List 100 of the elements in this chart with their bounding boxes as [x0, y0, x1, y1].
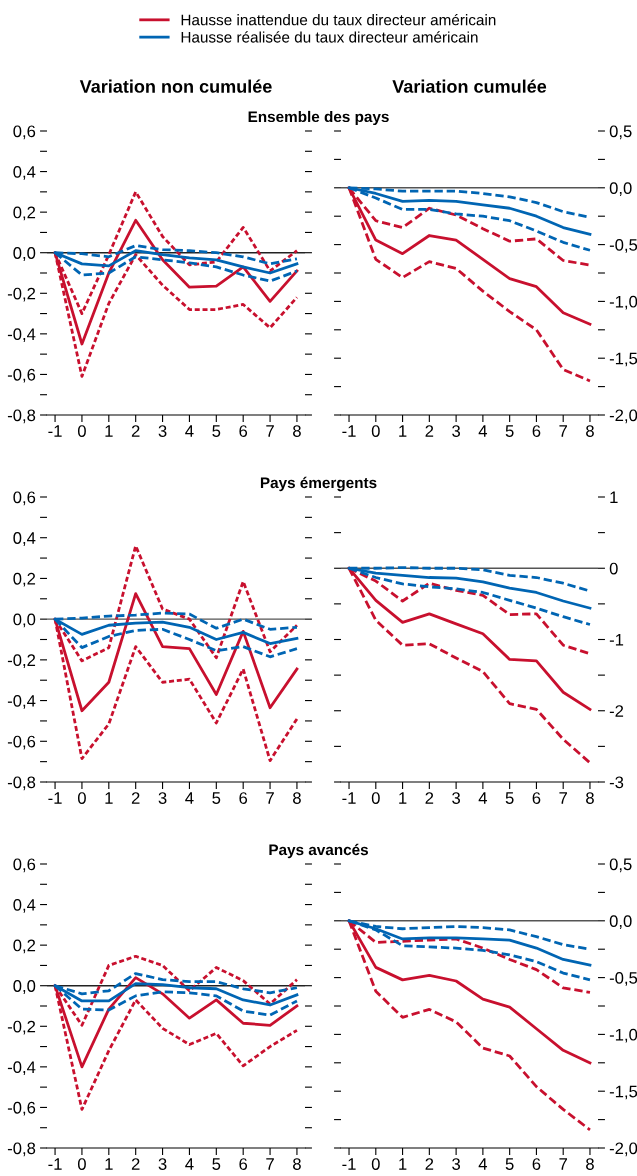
x-tick-label: 3: [452, 425, 461, 437]
x-tick-label: 2: [425, 1158, 434, 1170]
y2-tick-label: -2,0: [609, 1142, 637, 1157]
x-tick-label: 8: [293, 1158, 301, 1170]
x-tick-label: 1: [399, 792, 407, 804]
y-tick-label: 0,2: [13, 939, 36, 954]
y-tick-label: 0,6: [13, 125, 36, 140]
x-tick-label: 1: [105, 1158, 113, 1170]
x-tick-label: 5: [505, 1158, 514, 1170]
y2-tick-label: -1: [609, 634, 624, 646]
x-tick-label: 1: [105, 425, 113, 437]
x-tick-label: 4: [185, 1158, 194, 1170]
x-tick-label: -1: [48, 425, 62, 437]
legend-label: Hausse réalisée du taux directeur américain: [181, 31, 478, 43]
x-tick-label: 8: [586, 792, 594, 804]
legend-label: Hausse inattendue du taux directeur américain: [181, 13, 496, 26]
y-tick-label: -0,6: [7, 735, 36, 750]
x-tick-label: 7: [559, 792, 567, 804]
x-tick-label: -1: [48, 1158, 62, 1170]
x-tick-label: 3: [158, 1158, 167, 1170]
y-tick-label: 0,0: [13, 247, 36, 261]
x-tick-label: 5: [505, 425, 514, 437]
x-tick-label: 8: [586, 1158, 594, 1170]
y-tick-label: 0,4: [13, 165, 36, 180]
y-tick-label: 0,0: [13, 613, 36, 628]
y2-tick-label: -3: [609, 776, 624, 789]
y-tick-label: -0,2: [7, 287, 36, 302]
y-tick-label: -0,2: [7, 654, 36, 669]
y2-tick-label: 0,0: [609, 915, 632, 929]
y-tick-label: -0,8: [7, 1142, 36, 1157]
y2-tick-label: 0,0: [609, 182, 632, 196]
y2-tick-label: -0,5: [609, 239, 637, 253]
x-tick-label: 0: [77, 425, 86, 437]
x-tick-label: 2: [131, 425, 140, 437]
x-tick-label: 3: [158, 792, 167, 804]
x-tick-label: -1: [342, 425, 356, 437]
y-tick-label: -0,6: [7, 1101, 36, 1116]
y-tick-label: 0,2: [13, 206, 36, 221]
x-tick-label: 8: [586, 425, 594, 437]
y2-tick-label: -1,5: [609, 352, 637, 367]
x-tick-label: 6: [532, 1158, 541, 1170]
x-tick-label: 0: [371, 425, 380, 437]
y2-tick-label: -1,0: [609, 1028, 637, 1043]
y-tick-label: -0,4: [7, 694, 36, 709]
y-tick-label: -0,2: [7, 1020, 36, 1035]
x-tick-label: 7: [266, 425, 274, 437]
x-tick-label: 1: [105, 792, 113, 804]
y2-tick-label: 1: [610, 491, 618, 504]
y2-tick-label: -2: [609, 705, 624, 717]
y-tick-label: -0,4: [7, 328, 36, 343]
y-tick-label: 0,4: [13, 898, 36, 913]
y-tick-label: 0,0: [13, 980, 36, 994]
x-tick-label: 5: [212, 792, 221, 804]
y-tick-label: 0,6: [13, 858, 36, 873]
x-tick-label: 7: [559, 1158, 567, 1170]
x-tick-label: 0: [77, 792, 86, 804]
x-tick-label: 6: [239, 792, 248, 804]
x-tick-label: 8: [293, 425, 301, 437]
x-tick-label: 2: [425, 792, 434, 804]
x-tick-label: 0: [77, 1158, 86, 1170]
x-tick-label: 5: [505, 792, 514, 804]
chart-subtitle: Pays émergents: [260, 476, 377, 492]
x-tick-label: 5: [212, 425, 221, 437]
y2-tick-label: 0: [609, 562, 618, 575]
y-tick-label: -0,8: [7, 409, 36, 424]
x-tick-label: 5: [212, 1158, 221, 1170]
y-tick-label: 0,6: [13, 491, 36, 506]
x-tick-label: 3: [452, 1158, 461, 1170]
x-tick-label: 6: [532, 425, 541, 437]
y-tick-label: -0,8: [7, 776, 36, 791]
x-tick-label: 4: [478, 792, 488, 804]
y2-tick-label: 0,5: [609, 125, 632, 140]
y-tick-label: -0,4: [7, 1061, 36, 1076]
x-tick-label: 7: [559, 425, 567, 437]
chart-title: Variation cumulée: [392, 79, 547, 93]
x-tick-label: 3: [452, 792, 461, 804]
x-tick-label: 6: [239, 425, 248, 437]
x-tick-label: 0: [371, 792, 380, 804]
chart-subtitle: Ensemble des pays: [248, 110, 389, 126]
x-tick-label: 0: [371, 1158, 380, 1170]
x-tick-label: 7: [266, 792, 274, 804]
x-tick-label: 1: [399, 425, 407, 437]
x-tick-label: -1: [48, 792, 62, 804]
x-tick-label: 6: [239, 1158, 248, 1170]
y2-tick-label: -0,5: [609, 972, 637, 986]
x-tick-label: 4: [478, 425, 488, 437]
chart-title: Variation non cumulée: [79, 79, 272, 93]
x-tick-label: 2: [131, 792, 140, 804]
y2-tick-label: -1,0: [609, 295, 637, 310]
x-tick-label: 8: [293, 792, 301, 804]
y-tick-label: 0,2: [13, 572, 36, 587]
x-tick-label: 2: [425, 425, 434, 437]
y2-tick-label: 0,5: [609, 858, 632, 873]
x-tick-label: 7: [266, 1158, 274, 1170]
y-tick-label: -0,6: [7, 368, 36, 383]
x-tick-label: -1: [342, 1158, 356, 1170]
y2-tick-label: -1,5: [609, 1085, 637, 1100]
x-tick-label: 4: [185, 425, 194, 437]
y-tick-label: 0,4: [13, 532, 36, 546]
x-tick-label: -1: [342, 792, 356, 804]
